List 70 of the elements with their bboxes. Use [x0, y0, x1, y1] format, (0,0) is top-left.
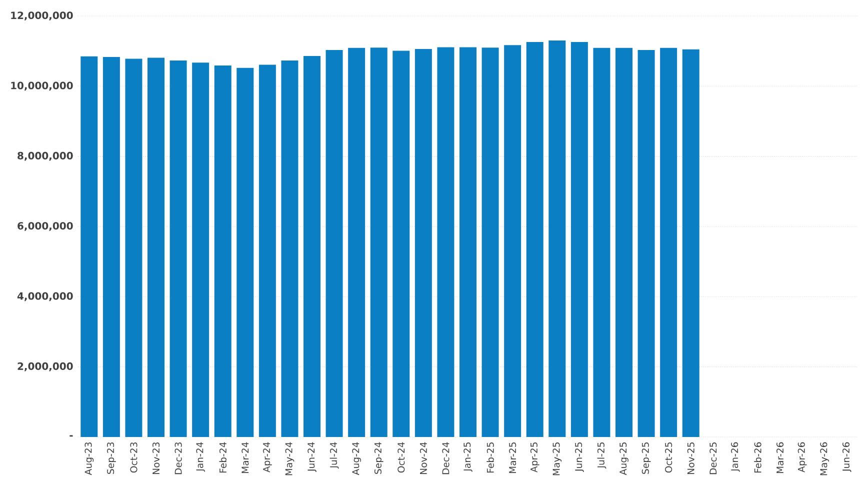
- bar: [570, 42, 588, 437]
- x-tick-label: Oct-24: [398, 442, 405, 473]
- bar: [348, 48, 366, 437]
- x-tick-label: Dec-25: [710, 442, 717, 474]
- bar: [236, 68, 254, 437]
- x-tick-label: Jan-26: [731, 442, 740, 472]
- x-tick-label: Feb-24: [219, 442, 226, 473]
- bar: [258, 64, 276, 437]
- x-tick-label: Dec-24: [442, 442, 450, 474]
- x-tick-label: Mar-25: [509, 442, 516, 474]
- x-tick-label: Dec-23: [174, 442, 182, 474]
- x-tick-label: Oct-25: [665, 442, 672, 473]
- bar: [460, 47, 476, 437]
- x-tick-label: Jun-26: [842, 442, 852, 472]
- bar: [482, 48, 499, 437]
- x-tick-label: Nov-24: [420, 442, 427, 474]
- y-tick-label: -: [70, 435, 73, 437]
- x-tick-label: Feb-25: [486, 442, 494, 473]
- x-tick-label: Nov-23: [152, 442, 160, 474]
- bar: [102, 57, 120, 437]
- x-tick-label: Jul-25: [597, 442, 606, 469]
- x-tick-label: Aug-24: [352, 442, 362, 476]
- x-tick-label: Apr-25: [530, 442, 540, 472]
- bar: [548, 40, 566, 437]
- x-tick-label: Nov-25: [687, 442, 694, 474]
- bar: [214, 65, 232, 437]
- bar: [304, 56, 320, 437]
- x-tick-label: Sep-23: [107, 442, 116, 474]
- bar: [281, 60, 298, 437]
- bar: [125, 58, 142, 437]
- x-tick-label: Jun-24: [308, 442, 316, 472]
- x-tick-label: Mar-24: [242, 442, 249, 474]
- bar: [192, 62, 210, 437]
- bar: [414, 48, 432, 437]
- bar: [370, 48, 388, 437]
- bar: [148, 58, 165, 437]
- bar: [326, 50, 343, 437]
- x-tick-label: Jan-24: [196, 442, 205, 472]
- x-tick-label: Jun-25: [575, 442, 584, 472]
- bar: [593, 48, 610, 437]
- bar: [615, 48, 632, 437]
- bar: [660, 48, 678, 437]
- y-tick-label: 2,000,000: [18, 362, 73, 372]
- bar: [392, 50, 410, 437]
- y-tick-label: 12,000,000: [11, 12, 73, 20]
- bar: [504, 45, 522, 437]
- bar: [638, 50, 655, 437]
- x-tick-label: Apr-26: [798, 442, 807, 472]
- x-tick-label: May-25: [552, 442, 562, 476]
- x-tick-label: Mar-26: [776, 442, 784, 474]
- x-tick-label: May-24: [285, 442, 294, 476]
- x-tick-label: May-26: [820, 442, 829, 476]
- x-tick-label: Jan-25: [464, 442, 472, 472]
- x-tick-label: Aug-25: [620, 442, 628, 476]
- bar: [170, 60, 187, 437]
- x-tick-label: Sep-24: [374, 442, 384, 474]
- y-tick-label: 6,000,000: [18, 222, 73, 231]
- y-tick-label: 10,000,000: [11, 82, 73, 91]
- bar: [80, 56, 98, 437]
- x-tick-label: Feb-26: [754, 442, 762, 473]
- x-tick-label: Jul-24: [330, 442, 339, 469]
- y-tick-label: 8,000,000: [18, 152, 73, 161]
- x-tick-label: Apr-24: [263, 442, 272, 472]
- x-tick-label: Sep-25: [642, 442, 651, 474]
- x-tick-label: Aug-23: [84, 442, 94, 476]
- bar: [526, 42, 544, 437]
- bar: [682, 49, 700, 437]
- x-tick-label: Oct-23: [130, 442, 138, 473]
- bar: [437, 47, 454, 437]
- y-tick-label: 4,000,000: [17, 292, 73, 302]
